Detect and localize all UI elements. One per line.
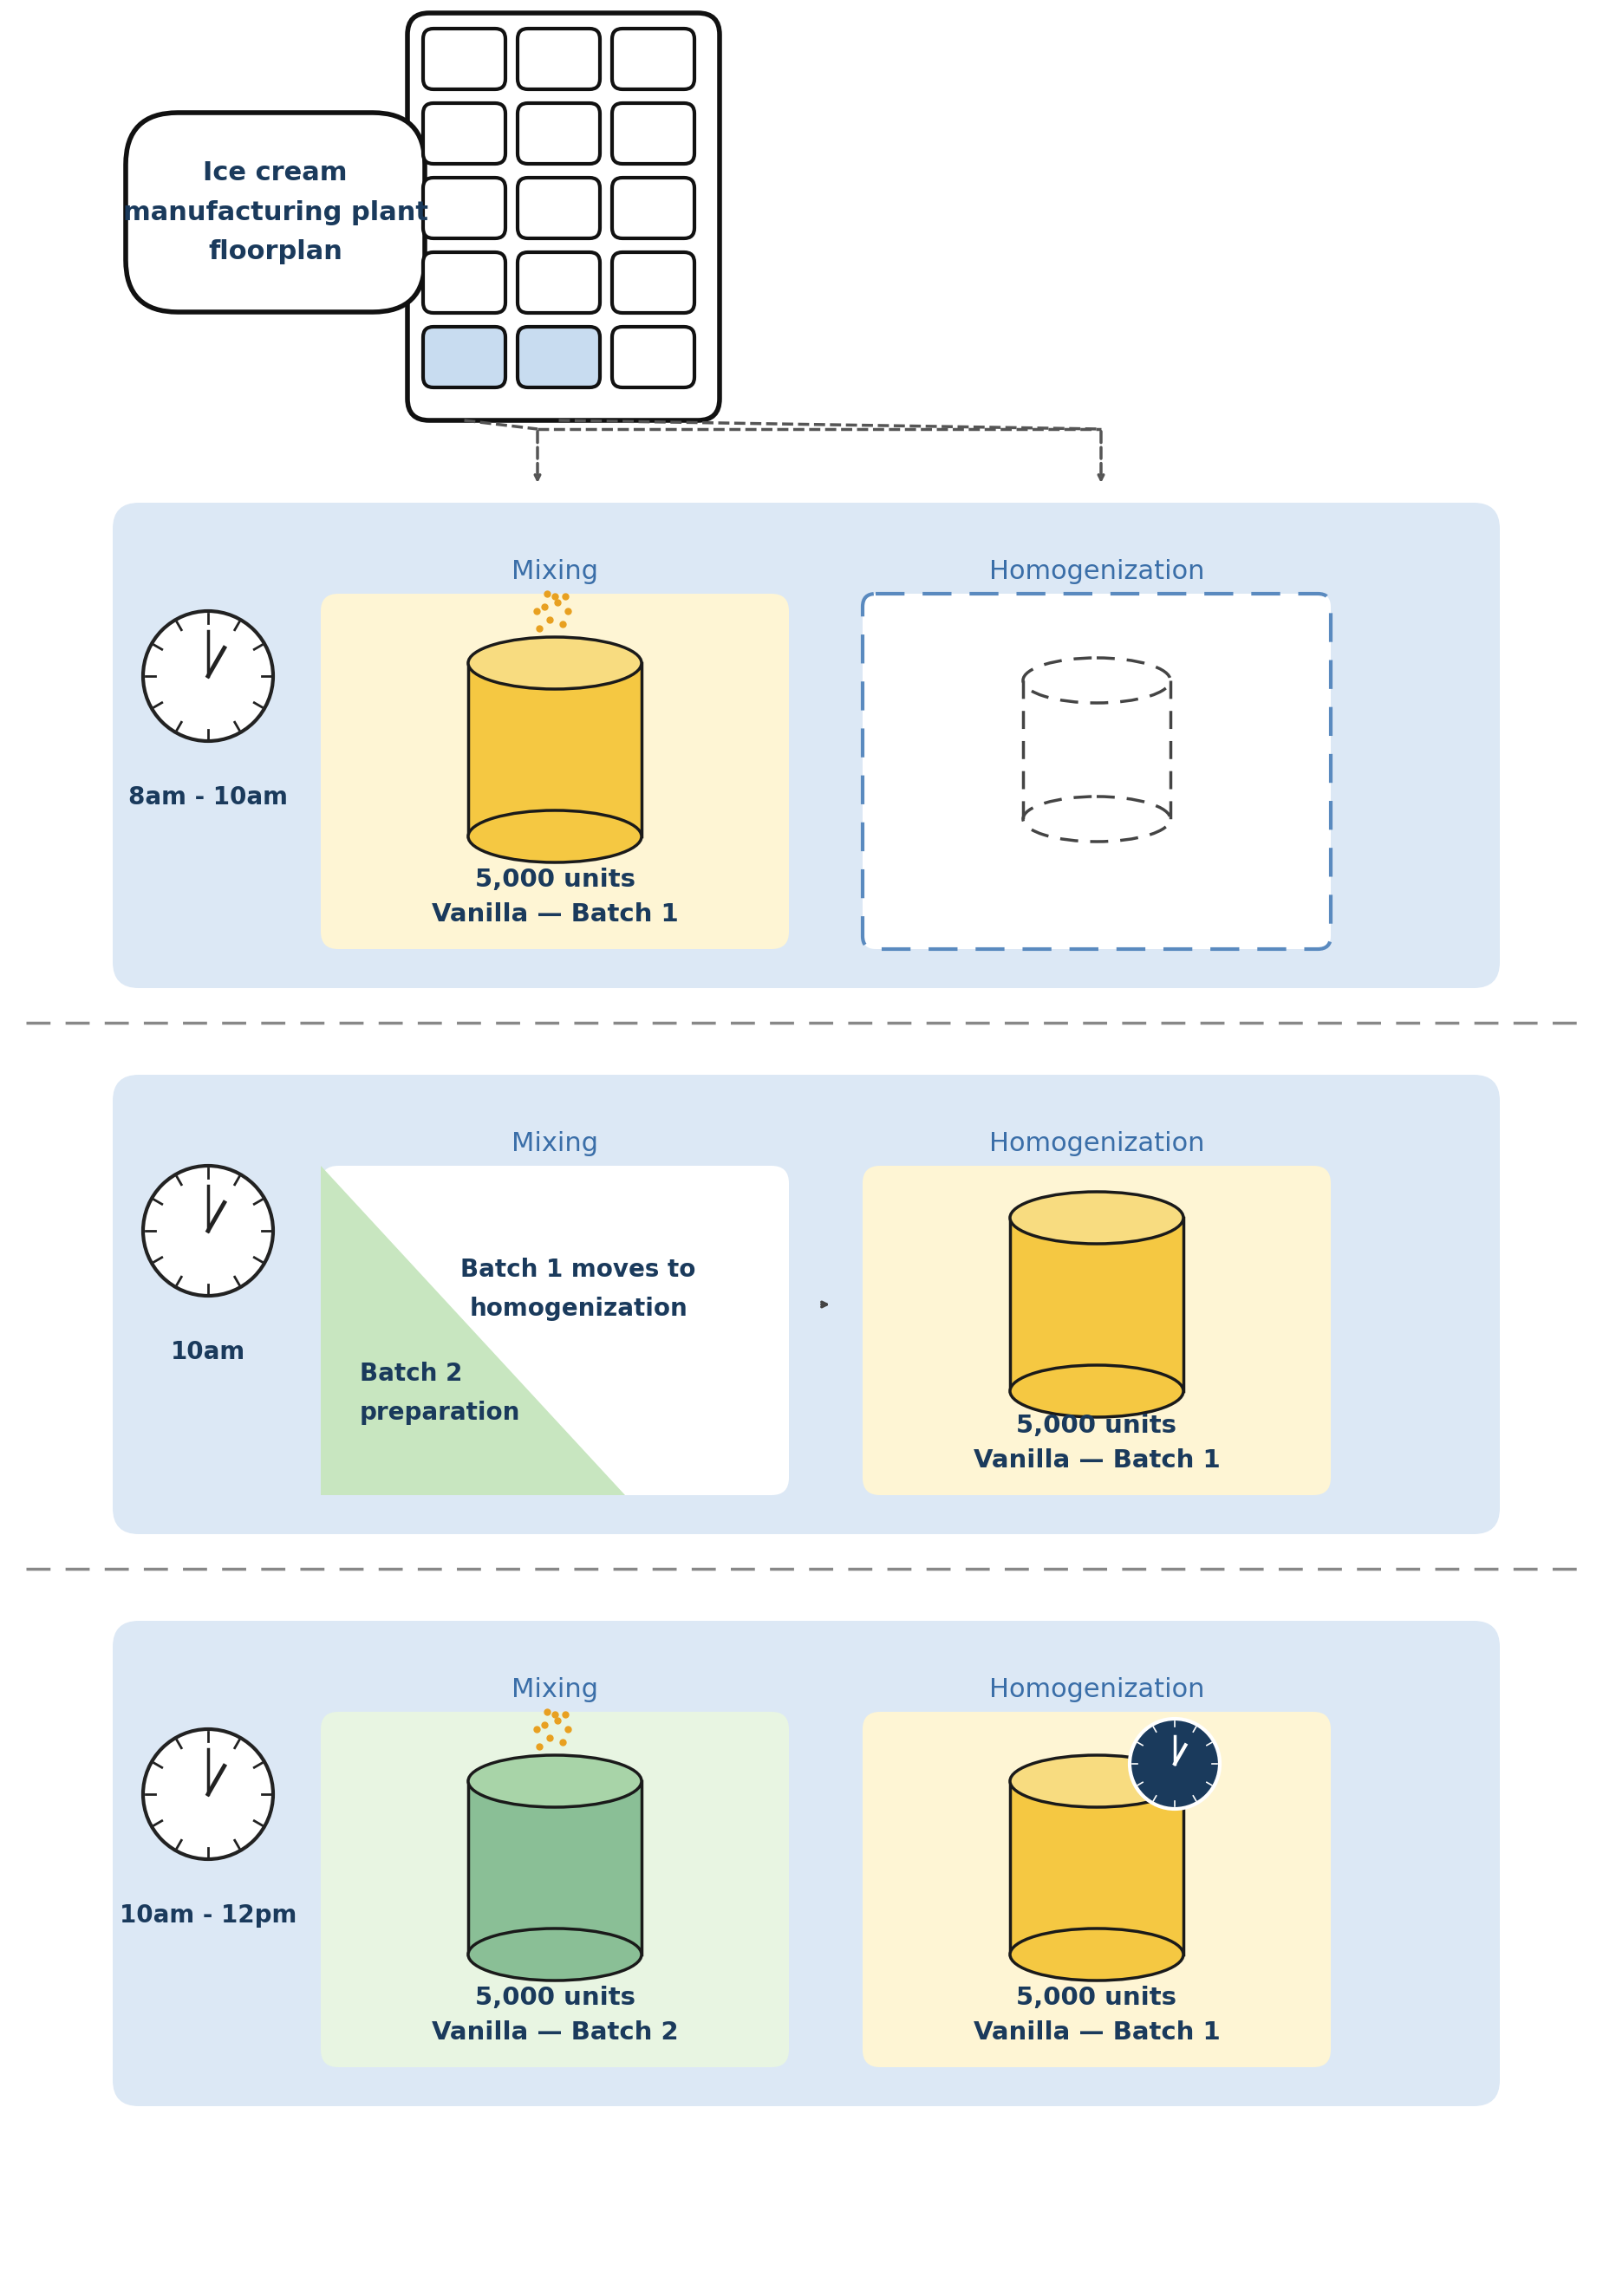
FancyBboxPatch shape xyxy=(612,177,693,239)
FancyBboxPatch shape xyxy=(863,1713,1330,2066)
Circle shape xyxy=(142,1729,273,1860)
Polygon shape xyxy=(1010,1217,1183,1391)
FancyBboxPatch shape xyxy=(423,28,506,90)
FancyBboxPatch shape xyxy=(407,14,719,420)
Circle shape xyxy=(142,611,273,742)
Ellipse shape xyxy=(1010,1929,1183,1981)
Ellipse shape xyxy=(1010,1366,1183,1417)
Circle shape xyxy=(1130,1720,1218,1809)
FancyBboxPatch shape xyxy=(612,28,693,90)
FancyBboxPatch shape xyxy=(612,103,693,163)
FancyBboxPatch shape xyxy=(320,595,789,948)
FancyBboxPatch shape xyxy=(113,1075,1500,1534)
FancyBboxPatch shape xyxy=(517,177,600,239)
Text: 5,000 units: 5,000 units xyxy=(475,1986,635,2009)
Text: 5,000 units: 5,000 units xyxy=(475,868,635,891)
FancyBboxPatch shape xyxy=(517,28,600,90)
Text: 5,000 units: 5,000 units xyxy=(1016,1986,1176,2009)
FancyBboxPatch shape xyxy=(299,1651,810,2076)
Text: Mixing: Mixing xyxy=(511,1132,598,1157)
FancyBboxPatch shape xyxy=(299,533,810,957)
Text: Mixing: Mixing xyxy=(511,560,598,585)
FancyBboxPatch shape xyxy=(840,1104,1351,1504)
FancyBboxPatch shape xyxy=(840,533,1351,957)
Text: Batch 2: Batch 2 xyxy=(360,1362,462,1387)
Text: Vanilla — Batch 1: Vanilla — Batch 1 xyxy=(431,902,679,928)
FancyBboxPatch shape xyxy=(320,1166,789,1495)
FancyBboxPatch shape xyxy=(863,1166,1330,1495)
Text: Homogenization: Homogenization xyxy=(989,1678,1204,1704)
Text: Homogenization: Homogenization xyxy=(989,560,1204,585)
Ellipse shape xyxy=(469,1754,642,1807)
FancyBboxPatch shape xyxy=(126,113,425,312)
FancyBboxPatch shape xyxy=(517,326,600,388)
Text: 10am: 10am xyxy=(171,1341,246,1364)
FancyBboxPatch shape xyxy=(423,177,506,239)
Text: 8am - 10am: 8am - 10am xyxy=(128,785,288,810)
FancyBboxPatch shape xyxy=(863,595,1330,948)
Text: Vanilla — Batch 2: Vanilla — Batch 2 xyxy=(431,2020,677,2046)
FancyBboxPatch shape xyxy=(320,1713,789,2066)
FancyBboxPatch shape xyxy=(612,253,693,312)
Text: Vanilla — Batch 1: Vanilla — Batch 1 xyxy=(973,2020,1220,2046)
Text: Batch 1 moves to: Batch 1 moves to xyxy=(461,1258,695,1281)
Ellipse shape xyxy=(1010,1754,1183,1807)
FancyBboxPatch shape xyxy=(113,503,1500,987)
Polygon shape xyxy=(469,664,642,836)
FancyBboxPatch shape xyxy=(612,326,693,388)
Polygon shape xyxy=(320,1166,625,1495)
FancyBboxPatch shape xyxy=(113,1621,1500,2105)
FancyBboxPatch shape xyxy=(423,326,506,388)
Ellipse shape xyxy=(1010,1192,1183,1244)
Text: homogenization: homogenization xyxy=(469,1297,687,1320)
FancyBboxPatch shape xyxy=(517,103,600,163)
Ellipse shape xyxy=(469,636,642,689)
FancyBboxPatch shape xyxy=(299,1104,810,1504)
Polygon shape xyxy=(1010,1782,1183,1954)
Text: 5,000 units: 5,000 units xyxy=(1016,1414,1176,1437)
FancyBboxPatch shape xyxy=(517,253,600,312)
Text: Mixing: Mixing xyxy=(511,1678,598,1704)
Circle shape xyxy=(142,1166,273,1295)
Ellipse shape xyxy=(469,810,642,863)
Text: Vanilla — Batch 1: Vanilla — Batch 1 xyxy=(973,1449,1220,1472)
Text: Homogenization: Homogenization xyxy=(989,1132,1204,1157)
Polygon shape xyxy=(469,1782,642,1954)
FancyBboxPatch shape xyxy=(840,1651,1351,2076)
FancyBboxPatch shape xyxy=(423,103,506,163)
Text: Ice cream
manufacturing plant
floorplan: Ice cream manufacturing plant floorplan xyxy=(123,161,428,264)
FancyBboxPatch shape xyxy=(423,253,506,312)
Text: 10am - 12pm: 10am - 12pm xyxy=(120,1903,296,1929)
Ellipse shape xyxy=(469,1929,642,1981)
Text: preparation: preparation xyxy=(360,1401,520,1426)
